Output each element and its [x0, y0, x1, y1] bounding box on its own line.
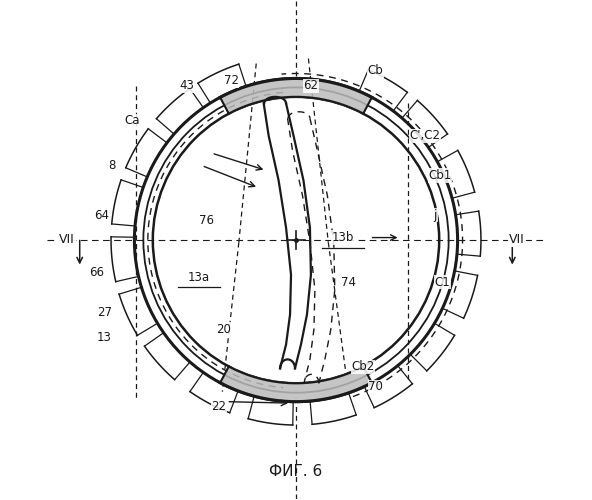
Text: 76: 76	[199, 214, 214, 226]
Text: ФИГ. 6: ФИГ. 6	[269, 464, 323, 479]
Text: 13b: 13b	[332, 231, 355, 244]
Text: VII: VII	[509, 232, 525, 245]
Text: Cb: Cb	[368, 64, 384, 78]
Text: 27: 27	[97, 306, 112, 318]
Polygon shape	[220, 78, 372, 114]
Text: 72: 72	[224, 74, 239, 88]
Text: 66: 66	[89, 266, 105, 279]
Text: Cb2: Cb2	[352, 360, 375, 374]
Text: Cb1: Cb1	[429, 169, 452, 182]
Text: 43: 43	[179, 80, 194, 92]
Text: VII: VII	[59, 232, 75, 245]
Text: 64: 64	[95, 208, 110, 222]
Text: 20: 20	[217, 323, 231, 336]
Text: C1: C1	[435, 276, 451, 289]
Text: 22: 22	[211, 400, 226, 413]
Polygon shape	[220, 366, 372, 402]
Text: 74: 74	[341, 276, 356, 289]
Text: 62: 62	[304, 80, 318, 92]
Text: Ca: Ca	[124, 114, 140, 127]
Text: j: j	[433, 208, 437, 222]
Text: 8: 8	[108, 159, 115, 172]
Text: 13a: 13a	[188, 271, 210, 284]
Text: 13: 13	[97, 330, 112, 344]
Text: 70: 70	[368, 380, 383, 393]
Text: C',C2: C',C2	[410, 129, 441, 142]
